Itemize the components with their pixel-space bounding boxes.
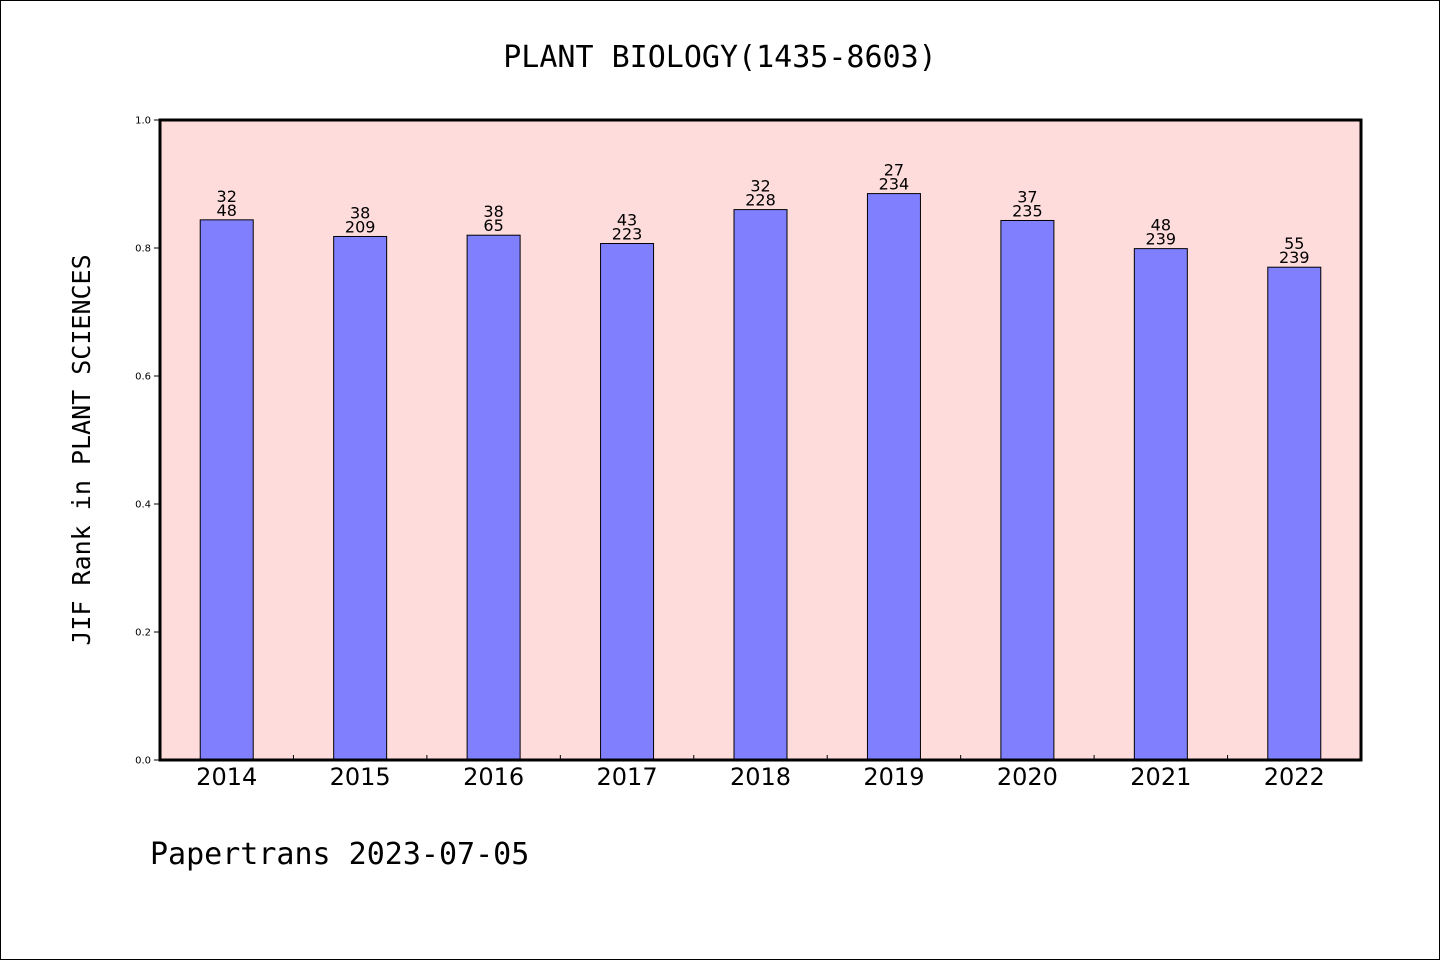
x-tick-label-2018: 2018 [730, 763, 791, 791]
data-label-bottom-2018: 228 [745, 191, 776, 210]
bar-2017 [600, 243, 655, 761]
y-tick-label-0.8: 0.8 [135, 244, 151, 255]
data-label-top-2014: 32 [217, 187, 237, 206]
data-label-bottom-2017: 223 [612, 225, 643, 244]
x-tick-label-2020: 2020 [997, 763, 1058, 791]
bar-2015 [333, 235, 388, 761]
y-tick-label-0.2: 0.2 [135, 628, 151, 639]
bar-2020 [1000, 219, 1055, 761]
x-axis: 2014 2015 2016 2017 2018 2019 2020 2021 2022 [196, 755, 1325, 791]
data-label-top-2016: 38 [483, 202, 503, 221]
x-tick-label-2015: 2015 [330, 763, 391, 791]
x-tick-label-2019: 2019 [863, 763, 924, 791]
data-label-bottom-2020: 235 [1012, 201, 1043, 220]
data-label-top-2021: 48 [1151, 216, 1171, 235]
x-tick-label-2014: 2014 [196, 763, 257, 791]
data-label-bottom-2019: 234 [879, 175, 910, 194]
data-label-top-2018: 32 [750, 177, 770, 196]
bar-2022 [1267, 266, 1322, 761]
y-tick-label-1.0: 1.0 [135, 116, 151, 127]
x-tick-label-2021: 2021 [1130, 763, 1191, 791]
data-label-top-2019: 27 [884, 161, 904, 180]
bars-group [199, 193, 1322, 761]
data-label-bottom-2022: 239 [1279, 248, 1310, 267]
bar-2014 [199, 219, 254, 761]
bar-2021 [1133, 248, 1188, 761]
data-label-top-2022: 55 [1284, 234, 1304, 253]
data-label-bottom-2016: 65 [483, 216, 503, 235]
bar-2018 [733, 209, 788, 761]
y-tick-label-0.6: 0.6 [135, 372, 151, 383]
data-label-top-2020: 37 [1017, 187, 1037, 206]
data-label-top-2017: 43 [617, 211, 637, 230]
x-tick-label-2016: 2016 [463, 763, 524, 791]
footer-credit: Papertrans 2023-07-05 [150, 837, 529, 872]
plot-border [158, 118, 1363, 762]
data-label-bottom-2015: 209 [345, 217, 376, 236]
bar-2016 [466, 234, 521, 761]
data-label-bottom-2014: 48 [217, 201, 237, 220]
x-tick-label-2022: 2022 [1264, 763, 1325, 791]
y-tick-label-0.0: 0.0 [135, 756, 151, 767]
y-axis-label: JIF Rank in PLANT SCIENCES [67, 254, 96, 645]
x-tick-label-2017: 2017 [597, 763, 658, 791]
y-tick-label-0.4: 0.4 [135, 500, 151, 511]
bar-2019 [866, 193, 921, 761]
data-label-bottom-2021: 239 [1146, 230, 1177, 249]
chart-title: PLANT BIOLOGY(1435-8603) [503, 40, 936, 75]
data-label-top-2015: 38 [350, 203, 370, 222]
y-axis: 0.0 0.2 0.4 0.6 0.8 1.0 [135, 116, 160, 767]
